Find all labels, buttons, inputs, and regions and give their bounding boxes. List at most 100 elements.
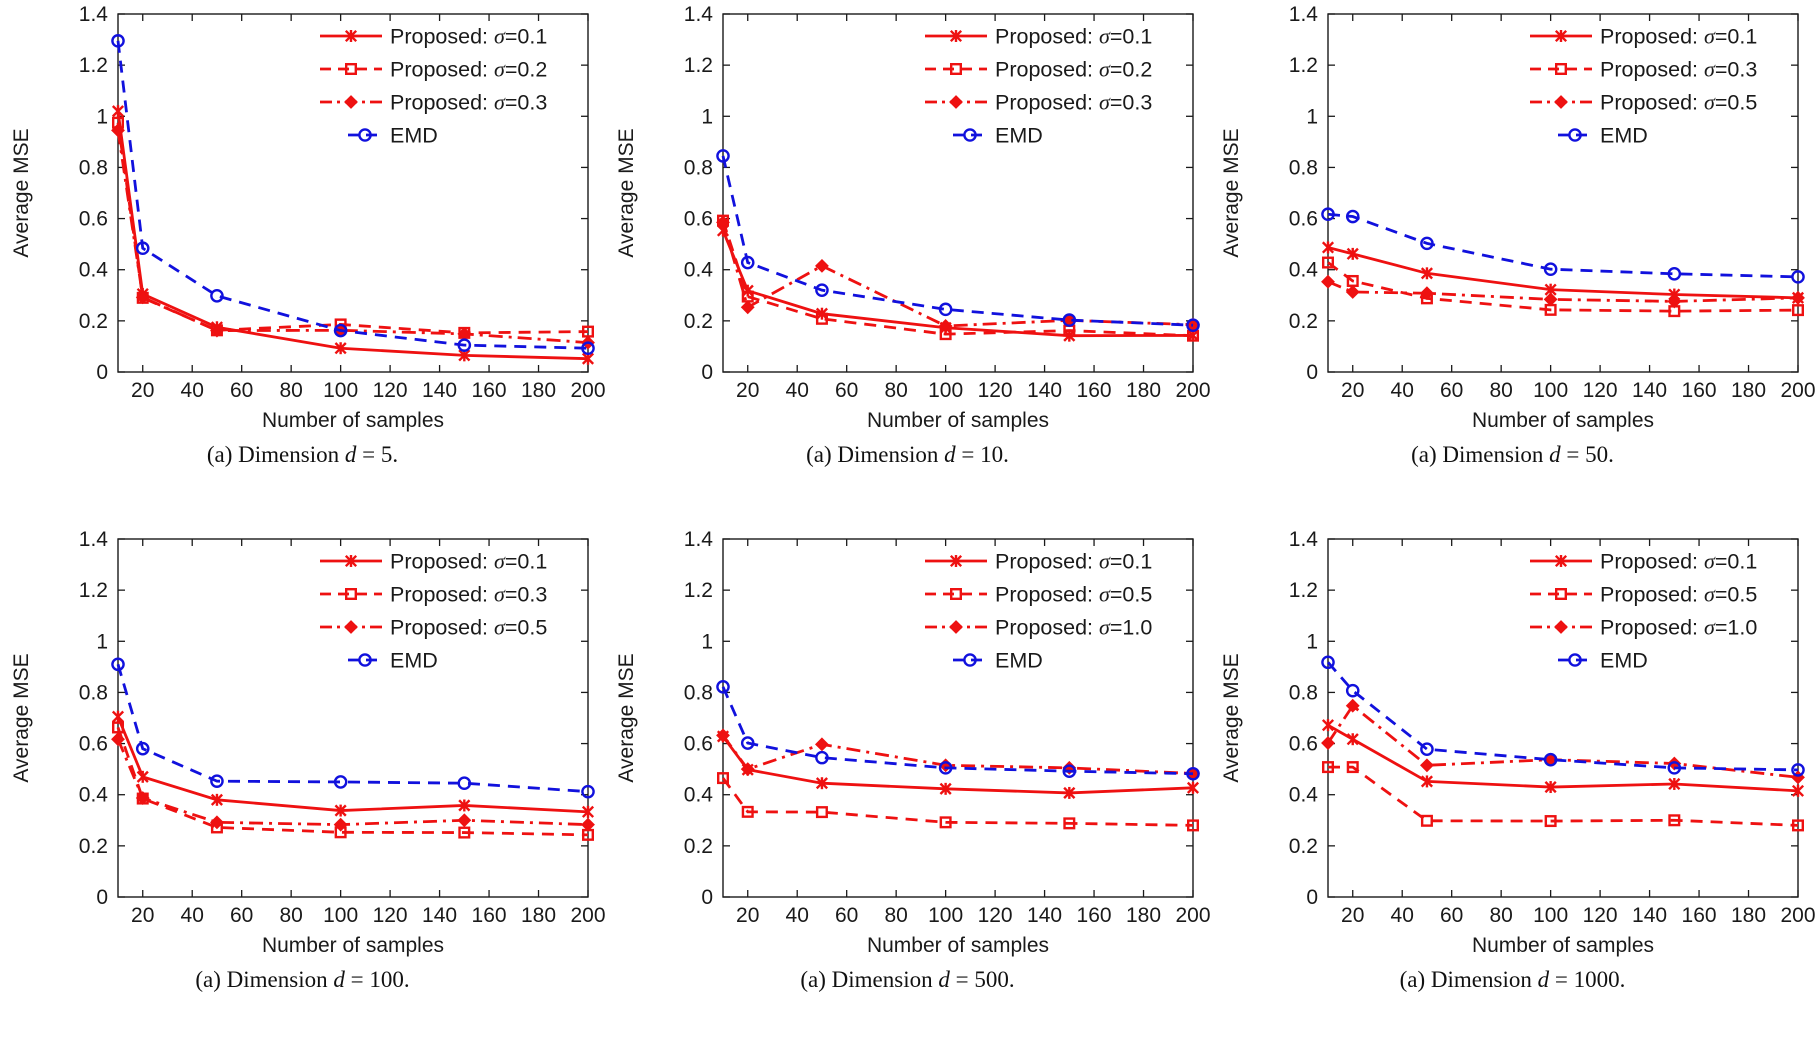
legend-entry[interactable]: EMD — [348, 649, 438, 673]
legend-entry[interactable]: Proposed: σ=0.1 — [320, 24, 547, 49]
data-point-marker-circle — [1543, 752, 1558, 767]
data-point-marker-circle — [1345, 209, 1360, 224]
x-tick-label: 20 — [736, 379, 759, 402]
legend-label: EMD — [1600, 649, 1648, 673]
data-point-marker-circle — [1321, 655, 1335, 670]
y-tick-label: 1 — [1306, 105, 1318, 128]
series-emd — [1321, 207, 1805, 284]
y-tick-label: 1.4 — [1289, 528, 1319, 551]
chart-svg: 20 40 60 80 100 120 140 160 180 200 0 0.2 0.4 0.6 0.8 1… — [1220, 528, 1815, 957]
y-tick-label: 0.2 — [79, 835, 108, 858]
chart-svg: 20 40 60 80 100 120 140 160 180 200 0 0.2 0.4 0.6 0.8 1… — [1220, 3, 1815, 432]
y-tick-label: 0.6 — [684, 208, 713, 231]
legend-entry[interactable]: EMD — [953, 124, 1043, 148]
legend-entry[interactable]: Proposed: σ=0.1 — [925, 549, 1152, 574]
data-point-marker-circle — [457, 338, 472, 352]
legend-entry[interactable]: Proposed: σ=0.1 — [1530, 24, 1757, 49]
legend-label: Proposed: σ=0.5 — [390, 615, 547, 640]
x-tick-label: 80 — [1489, 379, 1512, 402]
data-point-marker-circle — [457, 776, 472, 791]
caption-variable: d — [944, 442, 956, 467]
x-tick-label: 40 — [1391, 379, 1414, 402]
x-tick-label: 140 — [422, 379, 457, 402]
x-tick-label: 140 — [1632, 379, 1667, 402]
y-tick-label: 1.4 — [79, 528, 109, 551]
legend-entry[interactable]: Proposed: σ=0.5 — [1530, 90, 1757, 115]
x-tick-label: 60 — [1440, 904, 1463, 927]
x-tick-label: 60 — [1440, 379, 1463, 402]
data-point-marker-diamond — [1554, 620, 1568, 634]
x-tick-label: 60 — [230, 904, 253, 927]
chart-svg: 20 40 60 80 100 120 140 160 180 200 0 0.2 0.4 0.6 0.8 1… — [10, 528, 605, 957]
series-line — [1327, 723, 1799, 793]
series-line — [116, 110, 589, 361]
data-point-marker-x — [458, 799, 471, 812]
legend-entry[interactable]: Proposed: σ=0.1 — [1530, 549, 1757, 574]
data-point-marker-circle — [135, 741, 150, 756]
x-tick-label: 180 — [1731, 904, 1766, 927]
data-point-marker-diamond — [1791, 290, 1805, 305]
y-tick-label: 0.8 — [684, 156, 713, 179]
x-tick-label: 120 — [373, 904, 408, 927]
series-emd — [1321, 655, 1805, 777]
y-axis-label: Average MSE — [615, 128, 638, 257]
legend-entry[interactable]: EMD — [953, 649, 1043, 673]
x-tick-label: 100 — [928, 379, 963, 402]
data-point-marker-diamond — [1345, 698, 1360, 713]
legend-entry[interactable]: Proposed: σ=0.3 — [1530, 57, 1757, 82]
legend-entry[interactable]: Proposed: σ=0.2 — [320, 57, 547, 82]
data-point-marker-square — [1668, 814, 1681, 827]
caption-prefix: (a) Dimension — [206, 442, 345, 467]
x-tick-label: 120 — [373, 379, 408, 402]
series-sigma-0.3 — [111, 123, 595, 350]
data-point-marker-square — [458, 826, 471, 839]
legend-entry[interactable]: Proposed: σ=1.0 — [925, 615, 1152, 640]
x-tick-label: 160 — [1077, 379, 1112, 402]
panel-caption: (a) Dimension d = 1000. — [1210, 965, 1815, 995]
legend-entry[interactable]: Proposed: σ=0.5 — [1530, 582, 1757, 607]
legend-entry[interactable]: Proposed: σ=1.0 — [1530, 615, 1757, 640]
legend-entry[interactable]: Proposed: σ=0.3 — [925, 90, 1152, 115]
legend-entry[interactable]: EMD — [348, 124, 438, 148]
chart-panel-5: 20 40 60 80 100 120 140 160 180 200 0 0.2 0.4 0.6 0.8 1… — [605, 525, 1210, 1050]
legend-entry[interactable]: Proposed: σ=0.3 — [320, 582, 547, 607]
legend-entry[interactable]: Proposed: σ=0.1 — [925, 24, 1152, 49]
legend-entry[interactable]: EMD — [1558, 649, 1648, 673]
series-line — [721, 222, 1194, 328]
caption-period: . — [1619, 967, 1626, 992]
series-sigma-0.5 — [111, 732, 595, 832]
data-point-marker-diamond — [581, 817, 595, 832]
legend-entry[interactable]: EMD — [1558, 124, 1648, 148]
data-point-marker-diamond — [344, 95, 358, 109]
legend-entry[interactable]: Proposed: σ=0.5 — [320, 615, 547, 640]
y-tick-label: 1.2 — [684, 54, 713, 77]
series-line — [721, 686, 1194, 776]
data-point-marker-circle — [938, 302, 953, 317]
data-point-marker-x — [1554, 29, 1568, 43]
data-point-marker-diamond — [1420, 758, 1434, 773]
legend-label: Proposed: σ=0.5 — [995, 582, 1152, 607]
x-tick-label: 160 — [1077, 904, 1112, 927]
data-point-marker-circle — [740, 255, 755, 270]
series-line — [1326, 703, 1799, 779]
legend-entry[interactable]: Proposed: σ=0.5 — [925, 582, 1152, 607]
y-axis-label: Average MSE — [615, 653, 638, 782]
legend-entry[interactable]: Proposed: σ=0.3 — [320, 90, 547, 115]
caption-equals: = — [955, 442, 981, 467]
plot-area: 20 40 60 80 100 120 140 160 180 200 0 0.2 0.4 0.6 0.8 1… — [1210, 0, 1815, 440]
data-point-marker-circle — [938, 761, 953, 775]
y-tick-label: 0 — [96, 361, 108, 384]
y-tick-label: 0.2 — [1289, 310, 1318, 333]
data-point-marker-circle — [963, 653, 977, 667]
data-point-marker-circle — [1791, 270, 1805, 284]
series-line — [721, 735, 1194, 795]
plot-area: 20 40 60 80 100 120 140 160 180 200 0 0.2 0.4 0.6 0.8 1… — [0, 525, 605, 965]
y-tick-label: 0.6 — [1289, 208, 1318, 231]
chart-panel-4: 20 40 60 80 100 120 140 160 180 200 0 0.2 0.4 0.6 0.8 1… — [0, 525, 605, 1050]
data-point-marker-square — [1555, 587, 1568, 600]
x-tick-label: 100 — [1533, 904, 1568, 927]
caption-variable: d — [938, 967, 950, 992]
legend-entry[interactable]: Proposed: σ=0.2 — [925, 57, 1152, 82]
x-tick-label: 180 — [521, 904, 556, 927]
legend-entry[interactable]: Proposed: σ=0.1 — [320, 549, 547, 574]
